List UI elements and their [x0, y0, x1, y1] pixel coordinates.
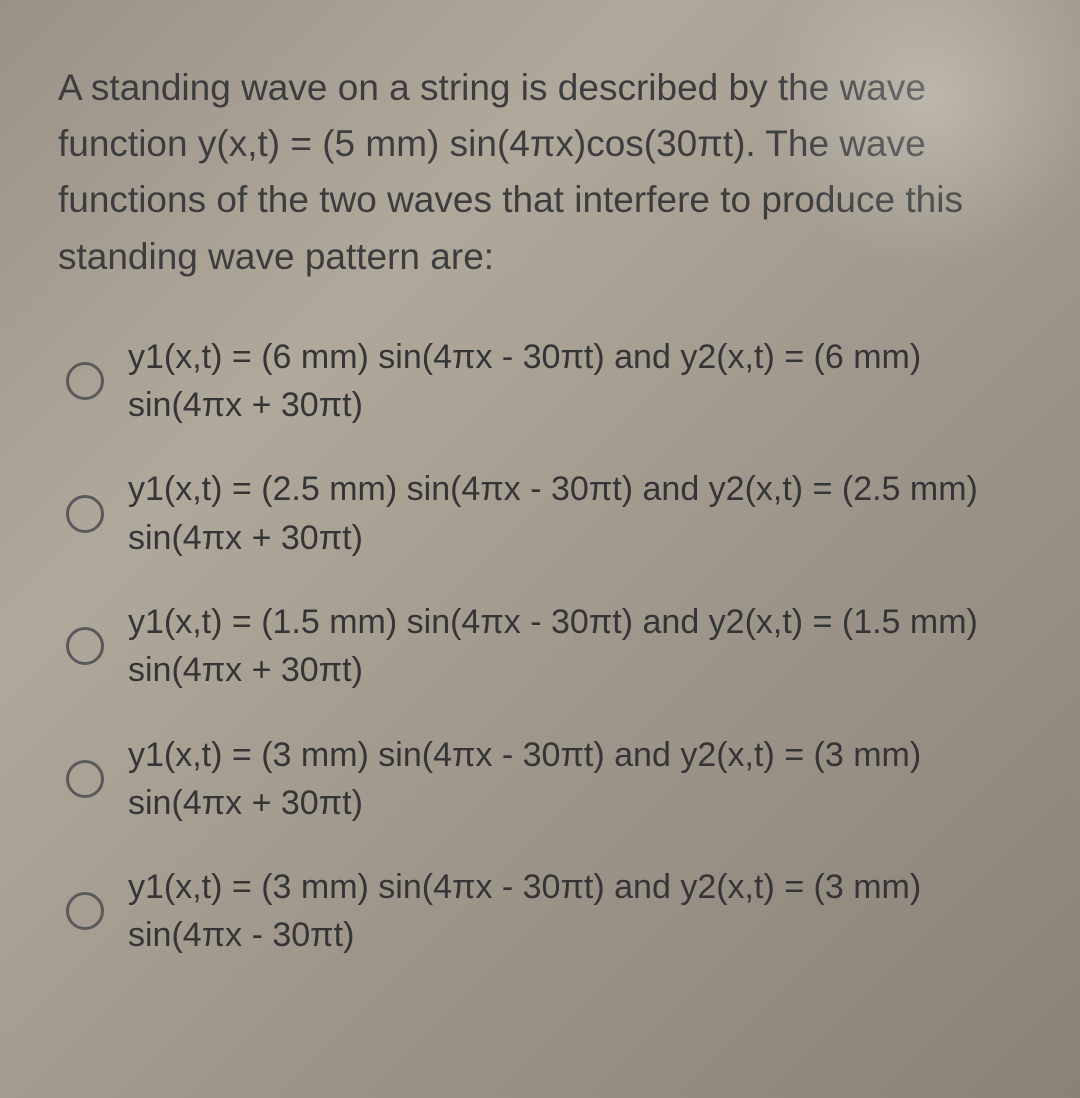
option-label: y1(x,t) = (3 mm) sin(4πx - 30πt) and y2(… [128, 731, 1042, 828]
option-row[interactable]: y1(x,t) = (1.5 mm) sin(4πx - 30πt) and y… [58, 598, 1042, 695]
option-label: y1(x,t) = (3 mm) sin(4πx - 30πt) and y2(… [128, 863, 1042, 960]
radio-icon[interactable] [66, 760, 104, 798]
option-label: y1(x,t) = (6 mm) sin(4πx - 30πt) and y2(… [128, 333, 1042, 430]
option-row[interactable]: y1(x,t) = (3 mm) sin(4πx - 30πt) and y2(… [58, 863, 1042, 960]
question-stem: A standing wave on a string is described… [58, 60, 1042, 285]
option-row[interactable]: y1(x,t) = (6 mm) sin(4πx - 30πt) and y2(… [58, 333, 1042, 430]
option-label: y1(x,t) = (2.5 mm) sin(4πx - 30πt) and y… [128, 465, 1042, 562]
option-row[interactable]: y1(x,t) = (3 mm) sin(4πx - 30πt) and y2(… [58, 731, 1042, 828]
options-list: y1(x,t) = (6 mm) sin(4πx - 30πt) and y2(… [58, 333, 1042, 960]
radio-icon[interactable] [66, 627, 104, 665]
radio-icon[interactable] [66, 892, 104, 930]
option-row[interactable]: y1(x,t) = (2.5 mm) sin(4πx - 30πt) and y… [58, 465, 1042, 562]
radio-icon[interactable] [66, 495, 104, 533]
option-label: y1(x,t) = (1.5 mm) sin(4πx - 30πt) and y… [128, 598, 1042, 695]
radio-icon[interactable] [66, 362, 104, 400]
